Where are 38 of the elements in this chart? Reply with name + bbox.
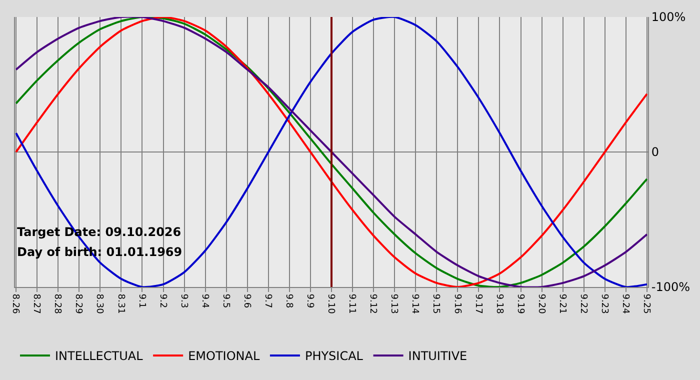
x-tick-label: 8.27 <box>31 294 42 314</box>
x-tick-label: 9.18 <box>494 294 504 314</box>
legend-label: INTUITIVE <box>408 349 468 364</box>
x-tick-label: 8.28 <box>52 294 62 314</box>
x-tick-label: 9.4 <box>199 294 210 308</box>
x-tick-label: 9.14 <box>410 294 420 314</box>
x-tick-label: 9.24 <box>620 294 630 314</box>
x-tick-label: 9.13 <box>388 294 399 314</box>
x-tick-label: 9.2 <box>157 294 168 308</box>
x-tick-label: 9.3 <box>178 294 188 308</box>
x-tick-label: 9.19 <box>514 294 525 314</box>
x-tick-label: 9.23 <box>598 294 609 314</box>
y-tick-label: 0 <box>651 145 660 160</box>
x-tick-label: 9.10 <box>326 294 336 314</box>
x-tick-label: 9.11 <box>346 294 357 314</box>
x-tick-label: 9.25 <box>641 294 652 314</box>
legend-label: PHYSICAL <box>304 349 364 364</box>
x-tick-label: 9.1 <box>136 294 146 308</box>
x-tick-label: 9.7 <box>262 294 272 308</box>
y-tick-label: -100% <box>651 280 690 294</box>
x-tick-label: 9.8 <box>284 294 294 308</box>
x-tick-label: 8.31 <box>115 294 126 314</box>
x-tick-label: 9.17 <box>472 294 483 314</box>
x-tick-label: 9.5 <box>220 294 230 308</box>
x-tick-label: 8.30 <box>94 294 104 314</box>
y-tick-label: 100% <box>651 10 686 24</box>
x-tick-label: 8.29 <box>73 294 84 314</box>
x-tick-label: 9.15 <box>430 294 441 314</box>
x-tick-label: 9.16 <box>452 294 462 314</box>
legend-label: INTELLECTUAL <box>55 349 144 364</box>
legend-label: EMOTIONAL <box>188 349 260 364</box>
x-tick-label: 9.12 <box>368 294 378 314</box>
x-tick-label: 9.20 <box>536 294 546 314</box>
x-tick-label: 8.26 <box>10 294 20 314</box>
x-tick-label: 9.9 <box>304 294 315 308</box>
x-tick-label: 9.6 <box>241 294 252 308</box>
x-tick-label: 9.21 <box>556 294 567 314</box>
x-tick-label: 9.22 <box>578 294 588 314</box>
